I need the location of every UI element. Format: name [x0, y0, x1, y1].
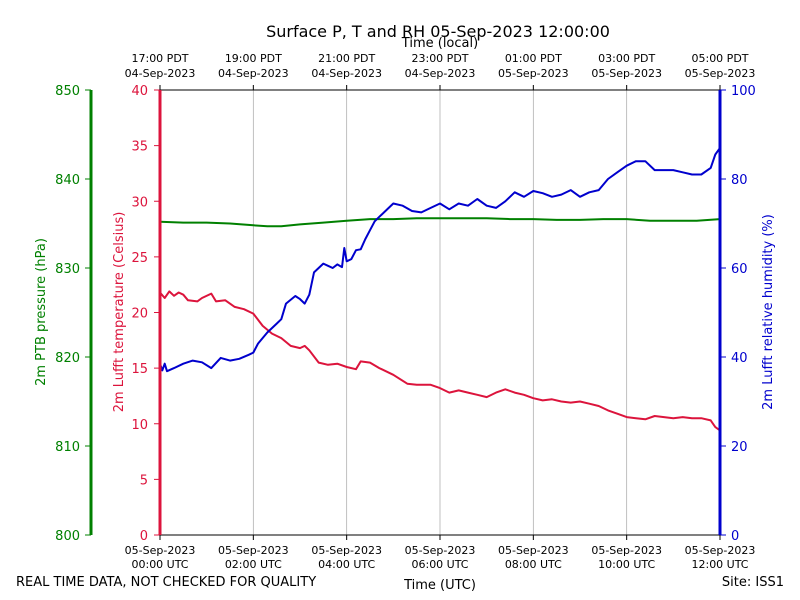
top-tick-label-date: 05-Sep-2023: [685, 67, 756, 80]
humidity-tick-label: 20: [731, 440, 748, 455]
x-tick-label-date: 05-Sep-2023: [405, 544, 476, 557]
x-tick-label-time: 10:00 UTC: [598, 558, 655, 571]
x-axis-label: Time (UTC): [403, 578, 476, 593]
temperature-tick-label: 5: [140, 473, 148, 488]
temperature-series-line: [159, 290, 721, 432]
humidity-tick-label: 100: [731, 84, 756, 99]
top-tick-label-time: 21:00 PDT: [318, 52, 375, 65]
pressure-tick-label: 840: [55, 173, 80, 188]
top-tick-label-time: 03:00 PDT: [598, 52, 655, 65]
humidity-tick-label: 40: [731, 351, 748, 366]
temperature-tick-label: 20: [131, 307, 148, 322]
top-tick-label-date: 04-Sep-2023: [125, 67, 196, 80]
temperature-tick-label: 15: [131, 362, 148, 377]
top-axis-label: Time (local): [401, 36, 478, 51]
humidity-tick-label: 80: [731, 173, 748, 188]
site-label: Site: ISS1: [721, 575, 784, 590]
temperature-axis-label: 2m Lufft temperature (Celsius): [112, 212, 127, 413]
top-tick-label-time: 01:00 PDT: [505, 52, 562, 65]
top-tick-label-date: 04-Sep-2023: [311, 67, 382, 80]
x-tick-label-date: 05-Sep-2023: [591, 544, 662, 557]
humidity-axis-label: 2m Lufft relative humidity (%): [761, 214, 776, 410]
x-tick-label-time: 02:00 UTC: [225, 558, 282, 571]
top-tick-label-time: 19:00 PDT: [225, 52, 282, 65]
x-tick-label-time: 04:00 UTC: [318, 558, 375, 571]
pressure-series-line: [159, 217, 721, 228]
x-tick-label-date: 05-Sep-2023: [498, 544, 569, 557]
temperature-tick-label: 30: [131, 195, 148, 210]
grid-lines: [252, 90, 628, 535]
x-tick-label-time: 00:00 UTC: [131, 558, 188, 571]
axes-layer: [85, 89, 726, 536]
temperature-tick-label: 35: [131, 140, 148, 155]
x-tick-label-date: 05-Sep-2023: [125, 544, 196, 557]
top-tick-label-time: 23:00 PDT: [411, 52, 468, 65]
x-tick-label-date: 05-Sep-2023: [685, 544, 756, 557]
pressure-tick-label: 820: [55, 351, 80, 366]
temperature-tick-label: 25: [131, 251, 148, 266]
series-layer: [159, 147, 721, 432]
temperature-tick-label: 40: [131, 84, 148, 99]
x-tick-label-time: 06:00 UTC: [411, 558, 468, 571]
x-tick-label-time: 12:00 UTC: [691, 558, 748, 571]
top-tick-label-date: 05-Sep-2023: [498, 67, 569, 80]
pressure-tick-label: 800: [55, 529, 80, 544]
top-tick-label-date: 04-Sep-2023: [218, 67, 289, 80]
top-tick-label-time: 05:00 PDT: [691, 52, 748, 65]
top-tick-label-date: 04-Sep-2023: [405, 67, 476, 80]
quality-disclaimer: REAL TIME DATA, NOT CHECKED FOR QUALITY: [16, 575, 317, 590]
x-tick-label-time: 08:00 UTC: [505, 558, 562, 571]
pressure-tick-label: 810: [55, 440, 80, 455]
x-tick-label-date: 05-Sep-2023: [218, 544, 289, 557]
chart-title: Surface P, T and RH 05-Sep-2023 12:00:00: [266, 22, 610, 41]
x-tick-label-date: 05-Sep-2023: [311, 544, 382, 557]
temperature-tick-label: 0: [140, 529, 148, 544]
humidity-series-line: [159, 147, 721, 373]
temperature-tick-label: 10: [131, 418, 148, 433]
top-tick-label-time: 17:00 PDT: [131, 52, 188, 65]
humidity-tick-label: 60: [731, 262, 748, 277]
pressure-tick-label: 830: [55, 262, 80, 277]
humidity-tick-label: 0: [731, 529, 739, 544]
top-tick-label-date: 05-Sep-2023: [591, 67, 662, 80]
pressure-axis-label: 2m PTB pressure (hPa): [34, 238, 49, 386]
pressure-tick-label: 850: [55, 84, 80, 99]
